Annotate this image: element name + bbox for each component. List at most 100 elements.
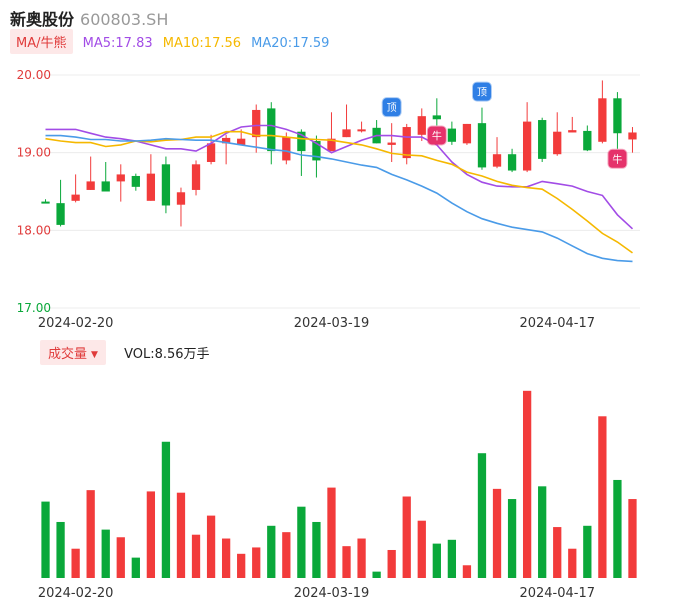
- signal-badge-bg: [381, 97, 402, 118]
- volume-bar: [206, 515, 216, 578]
- volume-bar: [71, 548, 80, 578]
- candle-body: [146, 173, 156, 201]
- volume-bar: [267, 525, 276, 578]
- signal-badge-bg: [426, 125, 447, 146]
- volume-bar: [252, 547, 261, 578]
- candle-body: [56, 203, 65, 225]
- volume-bar: [538, 486, 547, 578]
- volume-toggle-label: 成交量: [48, 347, 88, 362]
- candle-body: [327, 138, 336, 152]
- candle-body: [267, 108, 276, 152]
- buy-signal-badge: 顶: [381, 97, 402, 118]
- candle-body: [206, 143, 216, 162]
- sell-signal-badge: 牛: [426, 125, 447, 146]
- candle-body: [357, 129, 366, 132]
- ma5-line: [45, 124, 634, 230]
- candle-body: [447, 128, 457, 142]
- ma5-legend: MA5:17.83: [82, 36, 153, 51]
- volume-value: VOL:8.56万手: [124, 347, 210, 362]
- candle-body: [221, 137, 231, 144]
- candle-body: [161, 164, 171, 206]
- volume-bar: [417, 520, 426, 578]
- candle-body: [116, 174, 125, 182]
- candle-body: [462, 123, 472, 144]
- volume-bar: [522, 390, 532, 578]
- candle-body: [417, 116, 426, 135]
- ma-legend: MA/牛熊 MA5:17.83 MA10:17.56 MA20:17.59: [10, 29, 329, 55]
- stock-header: 新奥股份 600803.SH: [10, 6, 168, 29]
- buy-signal-badge: 顶: [471, 81, 492, 102]
- signal-badge-bg: [471, 81, 492, 102]
- candle-body: [628, 132, 637, 140]
- candle-body: [176, 192, 186, 205]
- candle-body: [477, 123, 487, 168]
- volume-bar: [221, 538, 231, 578]
- volume-bar: [161, 441, 171, 578]
- signal-badge-bg: [607, 148, 628, 169]
- signal-badge-label: 顶: [477, 87, 487, 99]
- sell-signal-badge: 牛: [607, 148, 628, 169]
- volume-legend: 成交量 ▼ VOL:8.56万手: [40, 340, 210, 365]
- candle-body: [342, 129, 351, 138]
- volume-bar: [146, 491, 156, 578]
- dropdown-arrow-icon: ▼: [91, 350, 98, 360]
- candle-body: [522, 121, 532, 171]
- volume-x-tick-label: 2024-04-17: [519, 586, 595, 601]
- ma20-line: [45, 134, 633, 263]
- volume-bar: [312, 521, 321, 578]
- candle-body: [492, 154, 502, 167]
- candle-body: [568, 130, 577, 133]
- volume-bar: [477, 453, 487, 578]
- stock-name: 新奥股份: [10, 10, 75, 29]
- candle-body: [553, 131, 562, 155]
- volume-bar: [86, 490, 95, 578]
- volume-bar: [237, 553, 246, 578]
- ma10-legend: MA10:17.56: [162, 36, 242, 51]
- volume-bar: [553, 527, 562, 578]
- candle-body: [538, 120, 547, 159]
- candle-body: [71, 194, 80, 201]
- volume-bar: [432, 543, 441, 578]
- y-tick-label: 17.00: [17, 301, 51, 315]
- volume-bar: [297, 506, 306, 578]
- volume-bar: [131, 557, 140, 578]
- candle-body: [432, 115, 441, 120]
- volume-bar: [462, 565, 472, 578]
- volume-toggle-button[interactable]: 成交量 ▼: [40, 340, 106, 365]
- price-x-tick-label: 2024-03-19: [294, 316, 370, 331]
- volume-bar: [342, 546, 351, 578]
- volume-bar: [492, 488, 502, 578]
- candle-body: [613, 98, 622, 134]
- candle-body: [402, 127, 411, 159]
- volume-bar: [402, 496, 411, 578]
- ma20-legend: MA20:17.59: [251, 36, 330, 51]
- y-tick-label: 18.00: [17, 223, 51, 237]
- volume-bar: [191, 534, 201, 578]
- price-x-tick-label: 2024-04-17: [519, 316, 595, 331]
- volume-bar: [176, 492, 186, 578]
- signal-badge-label: 顶: [387, 102, 397, 114]
- candle-body: [252, 109, 261, 138]
- price-x-tick-label: 2024-02-20: [38, 316, 114, 331]
- volume-bar: [387, 549, 396, 578]
- y-tick-label: 20.00: [17, 68, 51, 82]
- ma-toggle-button[interactable]: MA/牛熊: [10, 29, 73, 54]
- volume-bar: [447, 539, 457, 578]
- volume-bar: [372, 571, 381, 578]
- volume-x-tick-label: 2024-02-20: [38, 586, 114, 601]
- volume-bar: [568, 548, 577, 578]
- candle-body: [507, 154, 517, 171]
- y-tick-label: 19.00: [17, 146, 51, 160]
- volume-bar: [116, 537, 125, 578]
- candle-body: [41, 201, 50, 204]
- volume-bar: [56, 521, 65, 578]
- candle-body: [101, 181, 110, 192]
- candle-body: [297, 131, 306, 152]
- volume-bar: [327, 487, 336, 578]
- volume-bar: [282, 532, 291, 578]
- volume-bar: [101, 529, 110, 578]
- volume-bar: [613, 479, 622, 578]
- candle-body: [387, 142, 396, 145]
- candle-body: [131, 175, 140, 187]
- candle-body: [237, 138, 246, 145]
